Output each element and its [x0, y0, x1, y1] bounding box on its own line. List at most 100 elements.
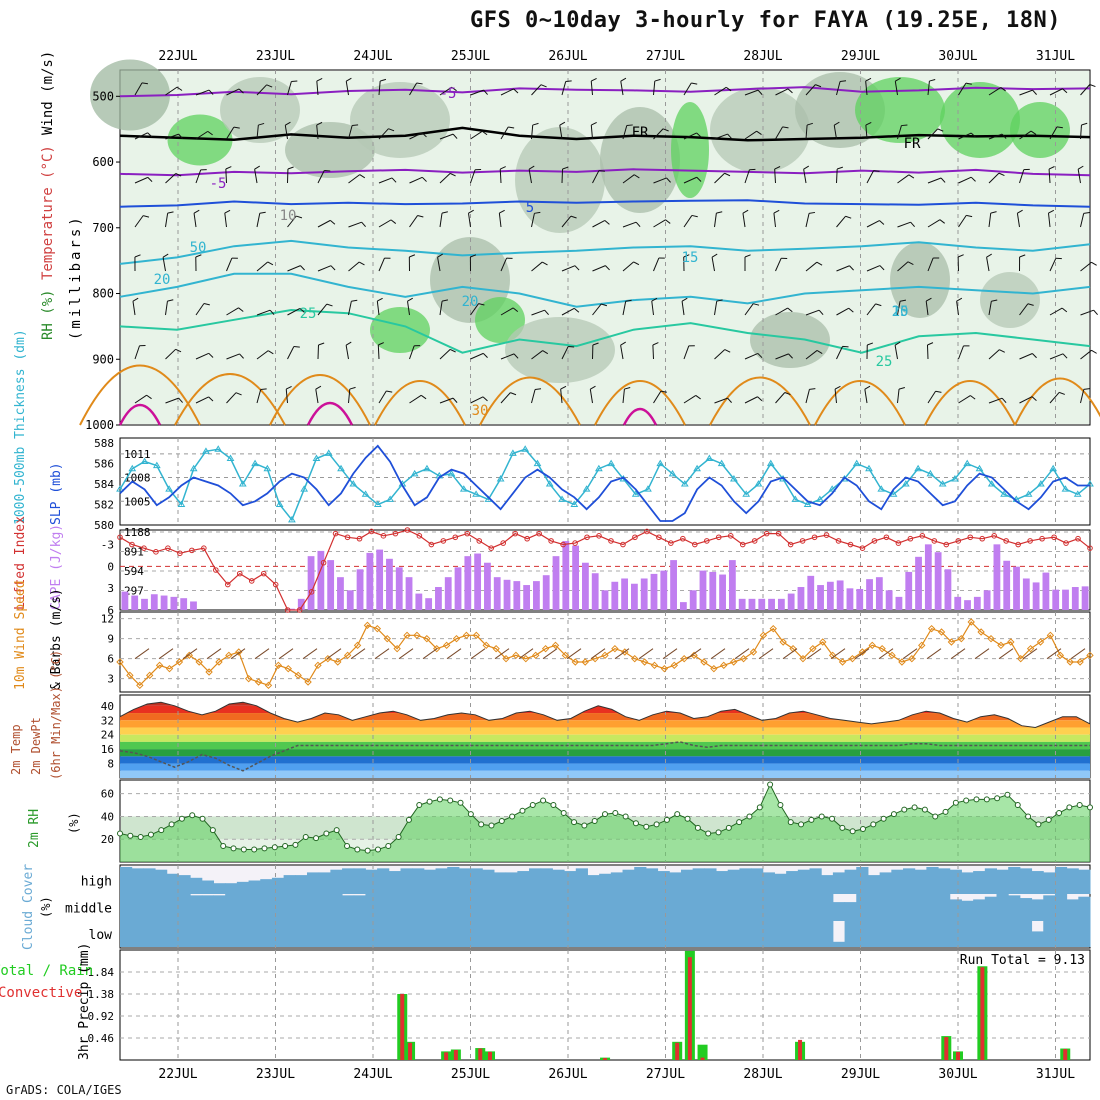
cloud-cover-high-bar: [353, 868, 366, 894]
wind-barb-flag: [345, 341, 352, 346]
wind-barb: [927, 177, 942, 184]
axis-label-cloud-cover: Cloud Cover: [21, 864, 36, 950]
wind-barb: [833, 125, 837, 140]
thickness-point: [238, 480, 247, 487]
cape-bar: [474, 553, 482, 610]
cloud-cover-middle-bar: [867, 894, 881, 921]
cloud-cover-middle-bar: [342, 895, 355, 921]
wind-barb-flag: [390, 219, 397, 224]
axis-label-cape: CAPE (J/kg): [49, 524, 64, 610]
wind-barb-flag: [837, 166, 844, 170]
wind-barb-flag: [437, 253, 443, 258]
wind-barb-flag: [452, 397, 458, 403]
wind-barb: [561, 168, 564, 184]
lifted-index-point: [979, 535, 986, 542]
wind-barb-10m: [446, 648, 462, 660]
rh-point: [354, 846, 361, 853]
wind-barb-flag: [965, 82, 972, 85]
rh-unit-label: (%): [67, 812, 81, 834]
cloud-cover-middle-bar: [505, 894, 518, 921]
cloud-cover-middle-bar: [973, 899, 986, 921]
cloud-cover-low-bar: [1031, 931, 1044, 947]
wind-speed-point: [522, 654, 530, 663]
lifted-index-point: [1039, 535, 1045, 542]
wind-speed-point: [383, 634, 391, 643]
rh-point: [612, 810, 619, 817]
wind-barb: [592, 303, 602, 316]
wind-speed-point: [967, 618, 975, 626]
wind-barb-flag: [809, 388, 816, 390]
lifted-index-point: [1051, 534, 1057, 541]
lifted-index-point: [1027, 538, 1033, 544]
cloud-cover-low-bar: [131, 921, 144, 947]
cloud-cover-high-bar: [505, 872, 518, 894]
cloud-cover-low-bar: [739, 921, 752, 947]
precip-convective-bar: [687, 957, 692, 1060]
wind-speed-point: [1036, 638, 1045, 646]
cloud-cover-middle-bar: [1008, 895, 1021, 921]
wind-speed-point: [195, 658, 203, 666]
rh-point: [158, 827, 165, 834]
thickness-point: [496, 474, 505, 482]
wind-barb: [774, 168, 776, 184]
cloud-cover-high-bar: [634, 867, 647, 894]
wind-speed-point: [729, 658, 738, 666]
cloud-cover-low-bar: [727, 921, 740, 947]
cloud-cover-low-bar: [704, 921, 717, 947]
day-label-top: 23JUL: [256, 49, 295, 64]
cloud-cover-middle-bar: [435, 894, 448, 921]
cloud-cover-middle-bar: [938, 894, 951, 921]
run-total-label: Run Total = 9.13: [960, 953, 1085, 968]
precip-convective-bar: [444, 1052, 449, 1060]
rh-point: [1076, 802, 1083, 809]
thickness-point: [570, 500, 579, 508]
wind-barb-flag: [285, 121, 291, 126]
lifted-index-point: [943, 541, 950, 548]
y-tick-label-thickness: 582: [94, 499, 114, 512]
cloud-cover-high-bar: [680, 869, 694, 894]
wind-barb-10m: [902, 648, 918, 660]
cloud-cover-middle-bar: [1031, 899, 1044, 921]
axis-label-thickness: 1000-500mb Thickness (dm): [13, 329, 28, 525]
wind-barb-flag: [716, 299, 723, 302]
rh-shading-area: [980, 272, 1040, 328]
wind-barb: [531, 125, 534, 140]
wind-barb-flag: [635, 221, 641, 228]
thickness-point: [533, 459, 542, 467]
wind-barb: [500, 353, 515, 360]
wind-barb: [1080, 213, 1085, 228]
precip-convective-bar: [400, 994, 405, 1060]
wind-barb-flag: [352, 124, 359, 126]
contour-label: 15: [682, 250, 699, 266]
thickness-point: [177, 500, 186, 508]
wind-barb: [439, 172, 451, 184]
cloud-cover-middle-bar: [190, 895, 203, 921]
cloud-cover-high-bar: [493, 872, 507, 894]
cloud-cover-low-bar: [949, 921, 962, 947]
rh-point: [622, 813, 629, 820]
rh-point: [643, 823, 650, 830]
thickness-point: [951, 474, 959, 482]
wind-barb-10m: [158, 648, 174, 660]
rh-point: [457, 799, 464, 806]
cloud-cover-high-bar: [949, 869, 962, 894]
lifted-index-point: [344, 534, 351, 541]
contour-label: 15: [892, 304, 909, 320]
thickness-point: [521, 445, 530, 452]
wind-barb: [988, 213, 992, 228]
cloud-cover-low-bar: [1019, 921, 1033, 947]
wind-barb-flag: [508, 126, 515, 129]
rh-point: [715, 829, 722, 836]
lifted-index-point: [1063, 540, 1069, 546]
cloud-cover-high-bar: [365, 869, 378, 894]
wind-barb: [714, 172, 725, 184]
thickness-point: [189, 464, 198, 472]
rh-point: [436, 796, 443, 803]
wind-barb: [958, 132, 972, 140]
cloud-cover-low-bar: [517, 921, 530, 947]
rh-point: [168, 821, 175, 828]
precip-convective-bar: [700, 1057, 705, 1060]
wind-barb: [561, 265, 576, 272]
temperature-band: [120, 763, 1090, 771]
wind-barb-flag: [652, 342, 659, 346]
